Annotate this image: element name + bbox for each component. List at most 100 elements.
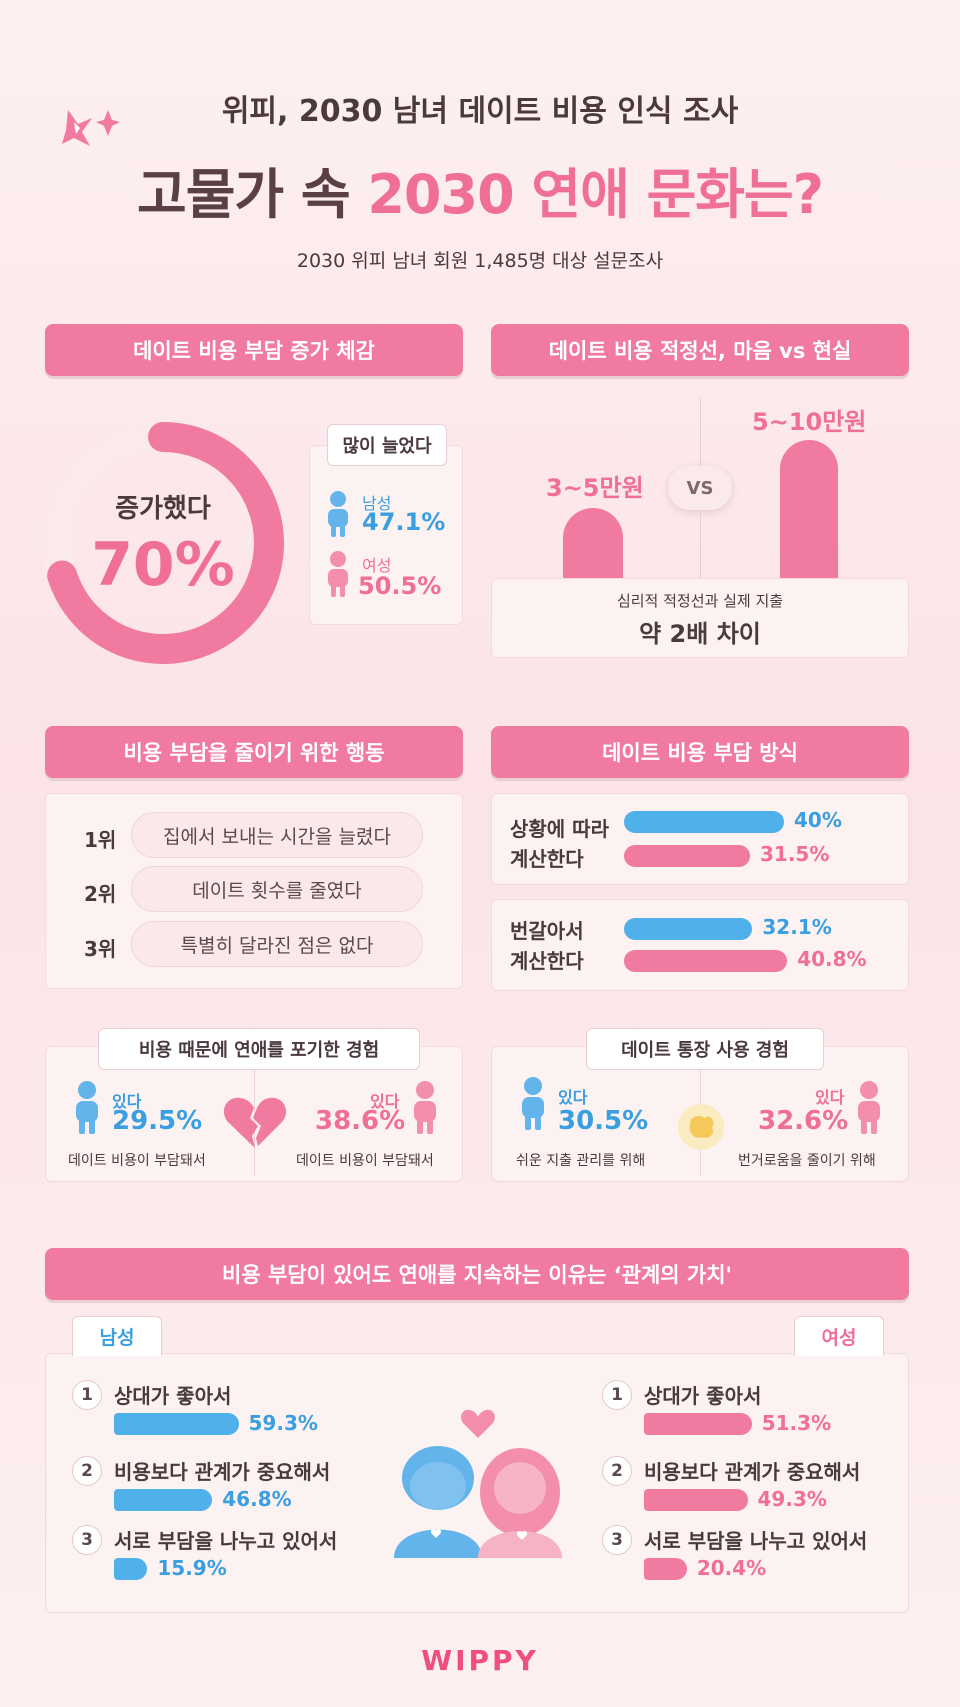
bar-situation-female: [624, 845, 750, 867]
account-male-value: 30.5%: [558, 1106, 649, 1136]
female-reason-2-num: 2: [602, 1456, 632, 1486]
section1-heading: 데이트 비용 부담 증가 체감: [45, 324, 463, 376]
giveup-female-label: 있다: [370, 1092, 400, 1111]
gap-caption-small: 심리적 적정선과 실제 지출: [616, 592, 784, 610]
rank-2: 2위: [84, 882, 117, 906]
female-icon: [858, 1081, 880, 1134]
female-reason-1-bar: [644, 1413, 752, 1435]
male-reason-2-num: 2: [72, 1456, 102, 1486]
account-female-reason: 번거로움을 줄이기 위해: [738, 1153, 876, 1169]
female-reason-3-value: 20.4%: [696, 1556, 767, 1580]
female-reason-2-text: 비용보다 관계가 중요해서: [644, 1460, 861, 1484]
vs-badge: VS: [668, 466, 732, 510]
bar-alternate-male: [624, 918, 753, 940]
increase-box-title: 많이 늘었다: [327, 424, 447, 466]
male-reason-1-num: 1: [72, 1380, 102, 1410]
female-reason-3-num: 3: [602, 1525, 632, 1555]
rank-1: 1위: [84, 828, 117, 852]
split-group-1-line2: 계산한다: [510, 847, 584, 871]
donut-arc: [42, 422, 284, 664]
bar-situation-female-value: 31.5%: [760, 842, 830, 866]
female-reason-1-text: 상대가 좋아서: [644, 1384, 762, 1408]
account-heading: 데이트 통장 사용 경험: [586, 1028, 824, 1070]
low-range-bar: [563, 508, 623, 588]
reasons-box: [45, 1353, 909, 1613]
section2-heading: 데이트 비용 적정선, 마음 vs 현실: [491, 324, 909, 376]
female-label: 여성: [362, 556, 392, 575]
giveup-female-value: 38.6%: [315, 1106, 406, 1136]
male-icon: [522, 1077, 544, 1130]
high-range-label: 5~10만원: [752, 408, 867, 436]
split-group-2-line1: 번갈아서: [510, 919, 584, 943]
male-reason-2-bar: [114, 1489, 213, 1511]
split-group-2-line2: 계산한다: [510, 949, 584, 973]
split-group-1-line1: 상황에 따라: [510, 817, 609, 841]
split-group-1-label: 상황에 따라 계산한다: [510, 814, 609, 874]
survey-note: 2030 위피 남녀 회원 1,485명 대상 설문조사: [296, 250, 664, 272]
giveup-female-reason: 데이트 비용이 부담돼서: [296, 1153, 434, 1169]
gap-caption-big: 약 2배 차이: [639, 620, 761, 648]
female-value: 50.5%: [358, 572, 442, 600]
male-reason-1-bar: [114, 1413, 239, 1435]
male-reason-2-value: 46.8%: [222, 1487, 292, 1511]
heart-icon: [461, 1409, 495, 1438]
female-reason-1-num: 1: [602, 1380, 632, 1410]
low-range-label: 3~5만원: [546, 474, 644, 502]
male-reason-3-num: 3: [72, 1525, 102, 1555]
bar-situation-male: [624, 811, 784, 833]
account-female-label: 있다: [815, 1088, 845, 1107]
account-male-label: 있다: [558, 1088, 588, 1107]
tab-female: 여성: [794, 1316, 884, 1356]
giveup-male-value: 29.5%: [112, 1106, 203, 1136]
section4-heading: 데이트 비용 부담 방식: [491, 726, 909, 778]
male-reason-3-bar: [114, 1558, 148, 1580]
high-range-bar: [780, 440, 838, 588]
split-group-2-label: 번갈아서 계산한다: [510, 916, 584, 976]
male-reason-3-text: 서로 부담을 나누고 있어서: [114, 1529, 338, 1553]
female-reason-2-bar: [644, 1489, 748, 1511]
bar-alternate-male-value: 32.1%: [762, 915, 832, 939]
coin-icon: [678, 1104, 724, 1150]
bar-situation-male-value: 40%: [794, 808, 842, 832]
male-reason-3-value: 15.9%: [157, 1556, 227, 1580]
giveup-male-reason: 데이트 비용이 부담돼서: [68, 1153, 206, 1169]
action-2: 데이트 횟수를 줄였다: [131, 866, 423, 912]
couple-illustration: [394, 1409, 562, 1558]
account-male-reason: 쉬운 지출 관리를 위해: [516, 1153, 646, 1169]
action-3: 특별히 달라진 점은 없다: [131, 921, 423, 967]
broken-heart-icon: [223, 1097, 287, 1148]
account-female-value: 32.6%: [758, 1106, 849, 1136]
section7-heading: 비용 부담이 있어도 연애를 지속하는 이유는 ‘관계의 가치': [45, 1248, 909, 1300]
header-subtitle: 위피, 2030 남녀 데이트 비용 인식 조사: [221, 94, 739, 129]
female-reason-3-bar: [644, 1558, 687, 1580]
brand-logo: WIPPY: [421, 1644, 539, 1677]
split-group-2: [491, 899, 909, 991]
female-icon: [328, 551, 348, 597]
action-1: 집에서 보내는 시간을 늘렸다: [131, 812, 423, 858]
male-icon: [76, 1081, 98, 1134]
female-icon: [414, 1081, 436, 1134]
male-reason-2-text: 비용보다 관계가 중요해서: [114, 1460, 331, 1484]
male-label: 남성: [362, 494, 392, 513]
split-group-1: [491, 793, 909, 885]
donut-value: 70%: [91, 530, 235, 600]
sparkle-icon: [62, 110, 120, 146]
section3-heading: 비용 부담을 줄이기 위한 행동: [45, 726, 463, 778]
rank-3: 3위: [84, 937, 117, 961]
male-icon: [328, 491, 348, 537]
female-reason-1-value: 51.3%: [761, 1411, 832, 1435]
gap-caption-box: [491, 578, 909, 658]
tab-male: 남성: [72, 1316, 162, 1356]
giveup-male-label: 있다: [112, 1092, 142, 1111]
bar-alternate-female-value: 40.8%: [797, 947, 867, 971]
female-reason-3-text: 서로 부담을 나누고 있어서: [644, 1529, 868, 1553]
male-value: 47.1%: [362, 508, 446, 536]
title-part2: 2030 연애 문화는?: [367, 163, 824, 226]
giveup-heading: 비용 때문에 연애를 포기한 경험: [98, 1028, 420, 1070]
female-reason-2-value: 49.3%: [757, 1487, 827, 1511]
male-reason-1-text: 상대가 좋아서: [114, 1384, 232, 1408]
donut-chart: [42, 422, 284, 664]
donut-label: 증가했다: [115, 494, 211, 524]
bar-alternate-female: [624, 950, 788, 972]
title-part1: 고물가 속: [137, 163, 368, 226]
